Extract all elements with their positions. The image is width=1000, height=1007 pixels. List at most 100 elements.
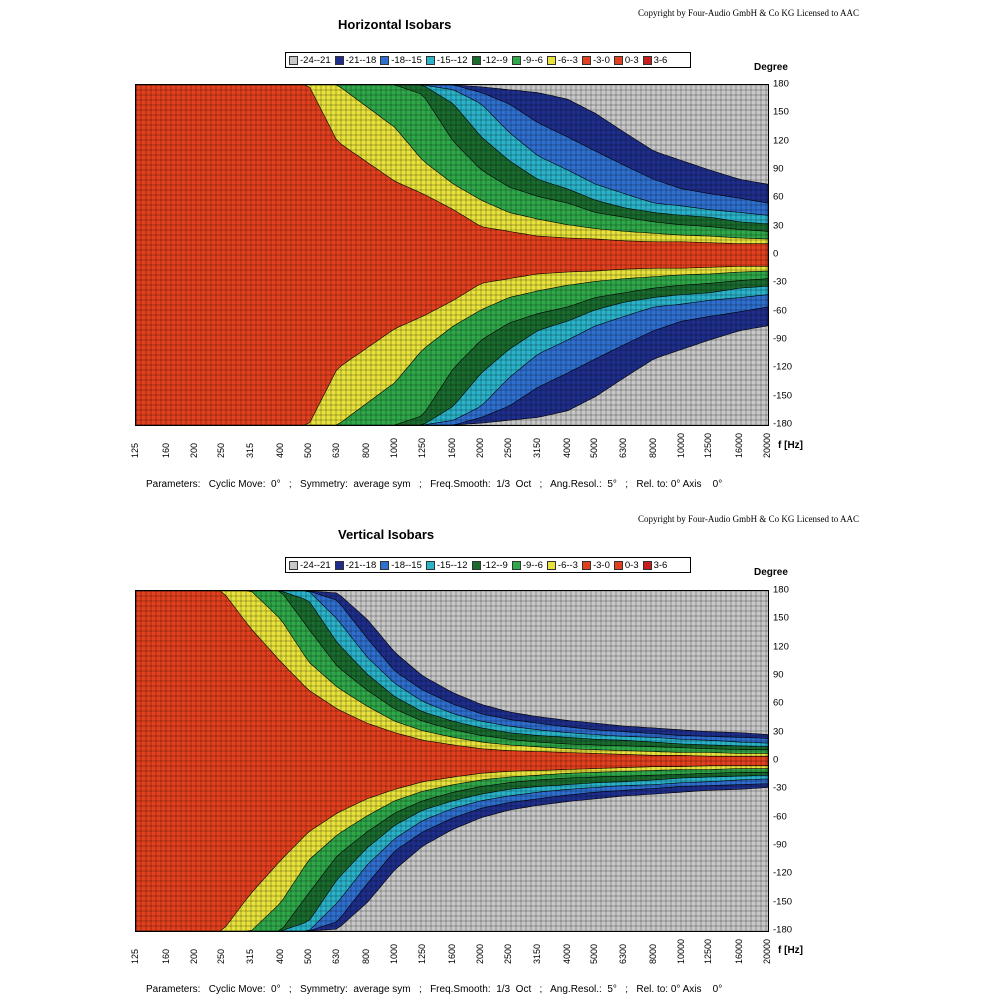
x-tick-label: 800 [361, 948, 372, 964]
x-tick-label: 4000 [561, 943, 572, 964]
x-tick-label: 630 [331, 948, 342, 964]
x-tick-label: 160 [160, 442, 171, 458]
x-tick-label: 8000 [647, 943, 658, 964]
y-tick-label: 30 [773, 726, 784, 738]
x-tick-label: 16000 [734, 938, 745, 964]
legend-label: -21--18 [345, 54, 377, 66]
x-tick-label: 125 [130, 948, 140, 964]
y-tick-label: -30 [773, 276, 787, 288]
x-tick-label: 1250 [416, 437, 427, 458]
legend-label: 3-6 [653, 54, 668, 66]
legend-entry: -18--15 [380, 560, 422, 571]
y-tick-label: 60 [773, 191, 784, 203]
legend-label: -12--9 [482, 559, 508, 571]
y-tick-label: -90 [773, 333, 787, 345]
x-tick-label: 315 [245, 442, 256, 458]
x-tick-label: 10000 [675, 432, 686, 458]
legend-entry: -15--12 [425, 559, 468, 571]
y-tick-label: 30 [773, 220, 784, 232]
x-tick-label: 2000 [475, 437, 486, 458]
x-tick-label: 2500 [503, 943, 514, 964]
legend-label: 0-3 [624, 54, 639, 66]
legend-entry: -6--3 [546, 55, 578, 66]
legend-entry: -9--6 [511, 55, 543, 66]
legend-entry: 3-6 [642, 560, 667, 571]
parameters-line: Parameters: Cyclic Move: 0° ; Symmetry: … [146, 479, 723, 490]
y-tick-label: -180 [773, 418, 793, 430]
x-tick-label: 16000 [734, 432, 745, 458]
y-tick-label: -90 [773, 839, 787, 851]
legend-entry: 0-3 [613, 54, 639, 66]
legend: -24--21 -21--18 -18--15 -15--12 -12--9 -9--6 -… [285, 52, 691, 68]
grid [136, 85, 768, 425]
legend-swatch [380, 560, 390, 570]
legend-label: -18--15 [391, 54, 422, 66]
legend-swatch [334, 55, 344, 65]
legend-label: -6--3 [557, 559, 578, 571]
parameters-line: Parameters: Cyclic Move: 0° ; Symmetry: … [146, 984, 723, 995]
legend-swatch [471, 560, 481, 570]
legend-label: -15--12 [436, 559, 468, 571]
legend-entry: -6--3 [546, 559, 578, 571]
x-tick-label: 500 [302, 442, 313, 458]
y-tick-label: 90 [773, 163, 784, 175]
x-tick-label: 20000 [762, 432, 772, 458]
x-tick-label: 250 [216, 948, 227, 964]
y-tick-label: -150 [773, 390, 793, 402]
y-tick-label: 0 [773, 248, 779, 260]
y-tick-label: 90 [773, 669, 784, 681]
legend-entry: -21--18 [334, 559, 377, 571]
y-tick-label: -60 [773, 305, 787, 317]
heatmap-svg [136, 591, 768, 931]
legend-label: -15--12 [436, 54, 468, 66]
legend-swatch [613, 55, 623, 65]
legend-swatch [546, 560, 556, 570]
y-tick-label: 120 [773, 641, 789, 653]
heatmap-plot [135, 84, 769, 426]
legend-swatch [425, 55, 435, 65]
legend-swatch [289, 55, 298, 65]
legend-swatch [380, 55, 390, 65]
y-tick-label: 150 [773, 106, 789, 118]
x-axis-unit: f [Hz] [778, 440, 803, 451]
legend-entry: -21--18 [334, 54, 377, 66]
copyright-note: Copyright by Four-Audio GmbH & Co KG Lic… [638, 8, 860, 18]
x-tick-label: 315 [245, 948, 256, 964]
legend-swatch [642, 55, 652, 65]
x-tick-label: 1600 [447, 943, 458, 964]
y-axis-title: Degree [754, 567, 788, 578]
horizontal-isobars-panel: Copyright by Four-Audio GmbH & Co KG Lic… [0, 0, 1000, 500]
y-tick-label: 60 [773, 697, 784, 709]
x-tick-label: 125 [130, 442, 140, 458]
x-tick-label: 6300 [618, 943, 629, 964]
x-tick-label: 12500 [703, 938, 714, 964]
y-tick-label: 0 [773, 754, 779, 766]
y-tick-label: -120 [773, 867, 793, 879]
x-tick-label: 160 [160, 948, 171, 964]
x-tick-label: 3150 [531, 437, 542, 458]
x-tick-label: 12500 [703, 432, 714, 458]
legend-swatch [613, 560, 623, 570]
y-tick-label: 120 [773, 135, 789, 147]
x-tick-label: 6300 [618, 437, 629, 458]
legend-swatch [511, 55, 521, 65]
x-tick-label: 2000 [475, 943, 486, 964]
legend-entry: -24--21 [289, 55, 331, 66]
chart-title: Vertical Isobars [338, 527, 435, 542]
legend-swatch [546, 55, 556, 65]
x-tick-label: 2500 [503, 437, 514, 458]
legend-label: -21--18 [345, 559, 377, 571]
y-tick-label: -150 [773, 896, 793, 908]
legend-label: -18--15 [391, 559, 422, 571]
legend-swatch [471, 55, 481, 65]
legend-entry: -12--9 [471, 54, 508, 66]
chart-title: Horizontal Isobars [338, 17, 452, 32]
x-tick-label: 1600 [447, 437, 458, 458]
x-tick-label: 1000 [388, 437, 399, 458]
x-tick-label: 5000 [589, 437, 600, 458]
x-tick-label: 250 [216, 442, 227, 458]
legend-entry: -15--12 [425, 54, 468, 66]
legend-label: -12--9 [482, 54, 508, 66]
x-tick-label: 200 [188, 948, 199, 964]
x-tick-label: 1000 [388, 943, 399, 964]
